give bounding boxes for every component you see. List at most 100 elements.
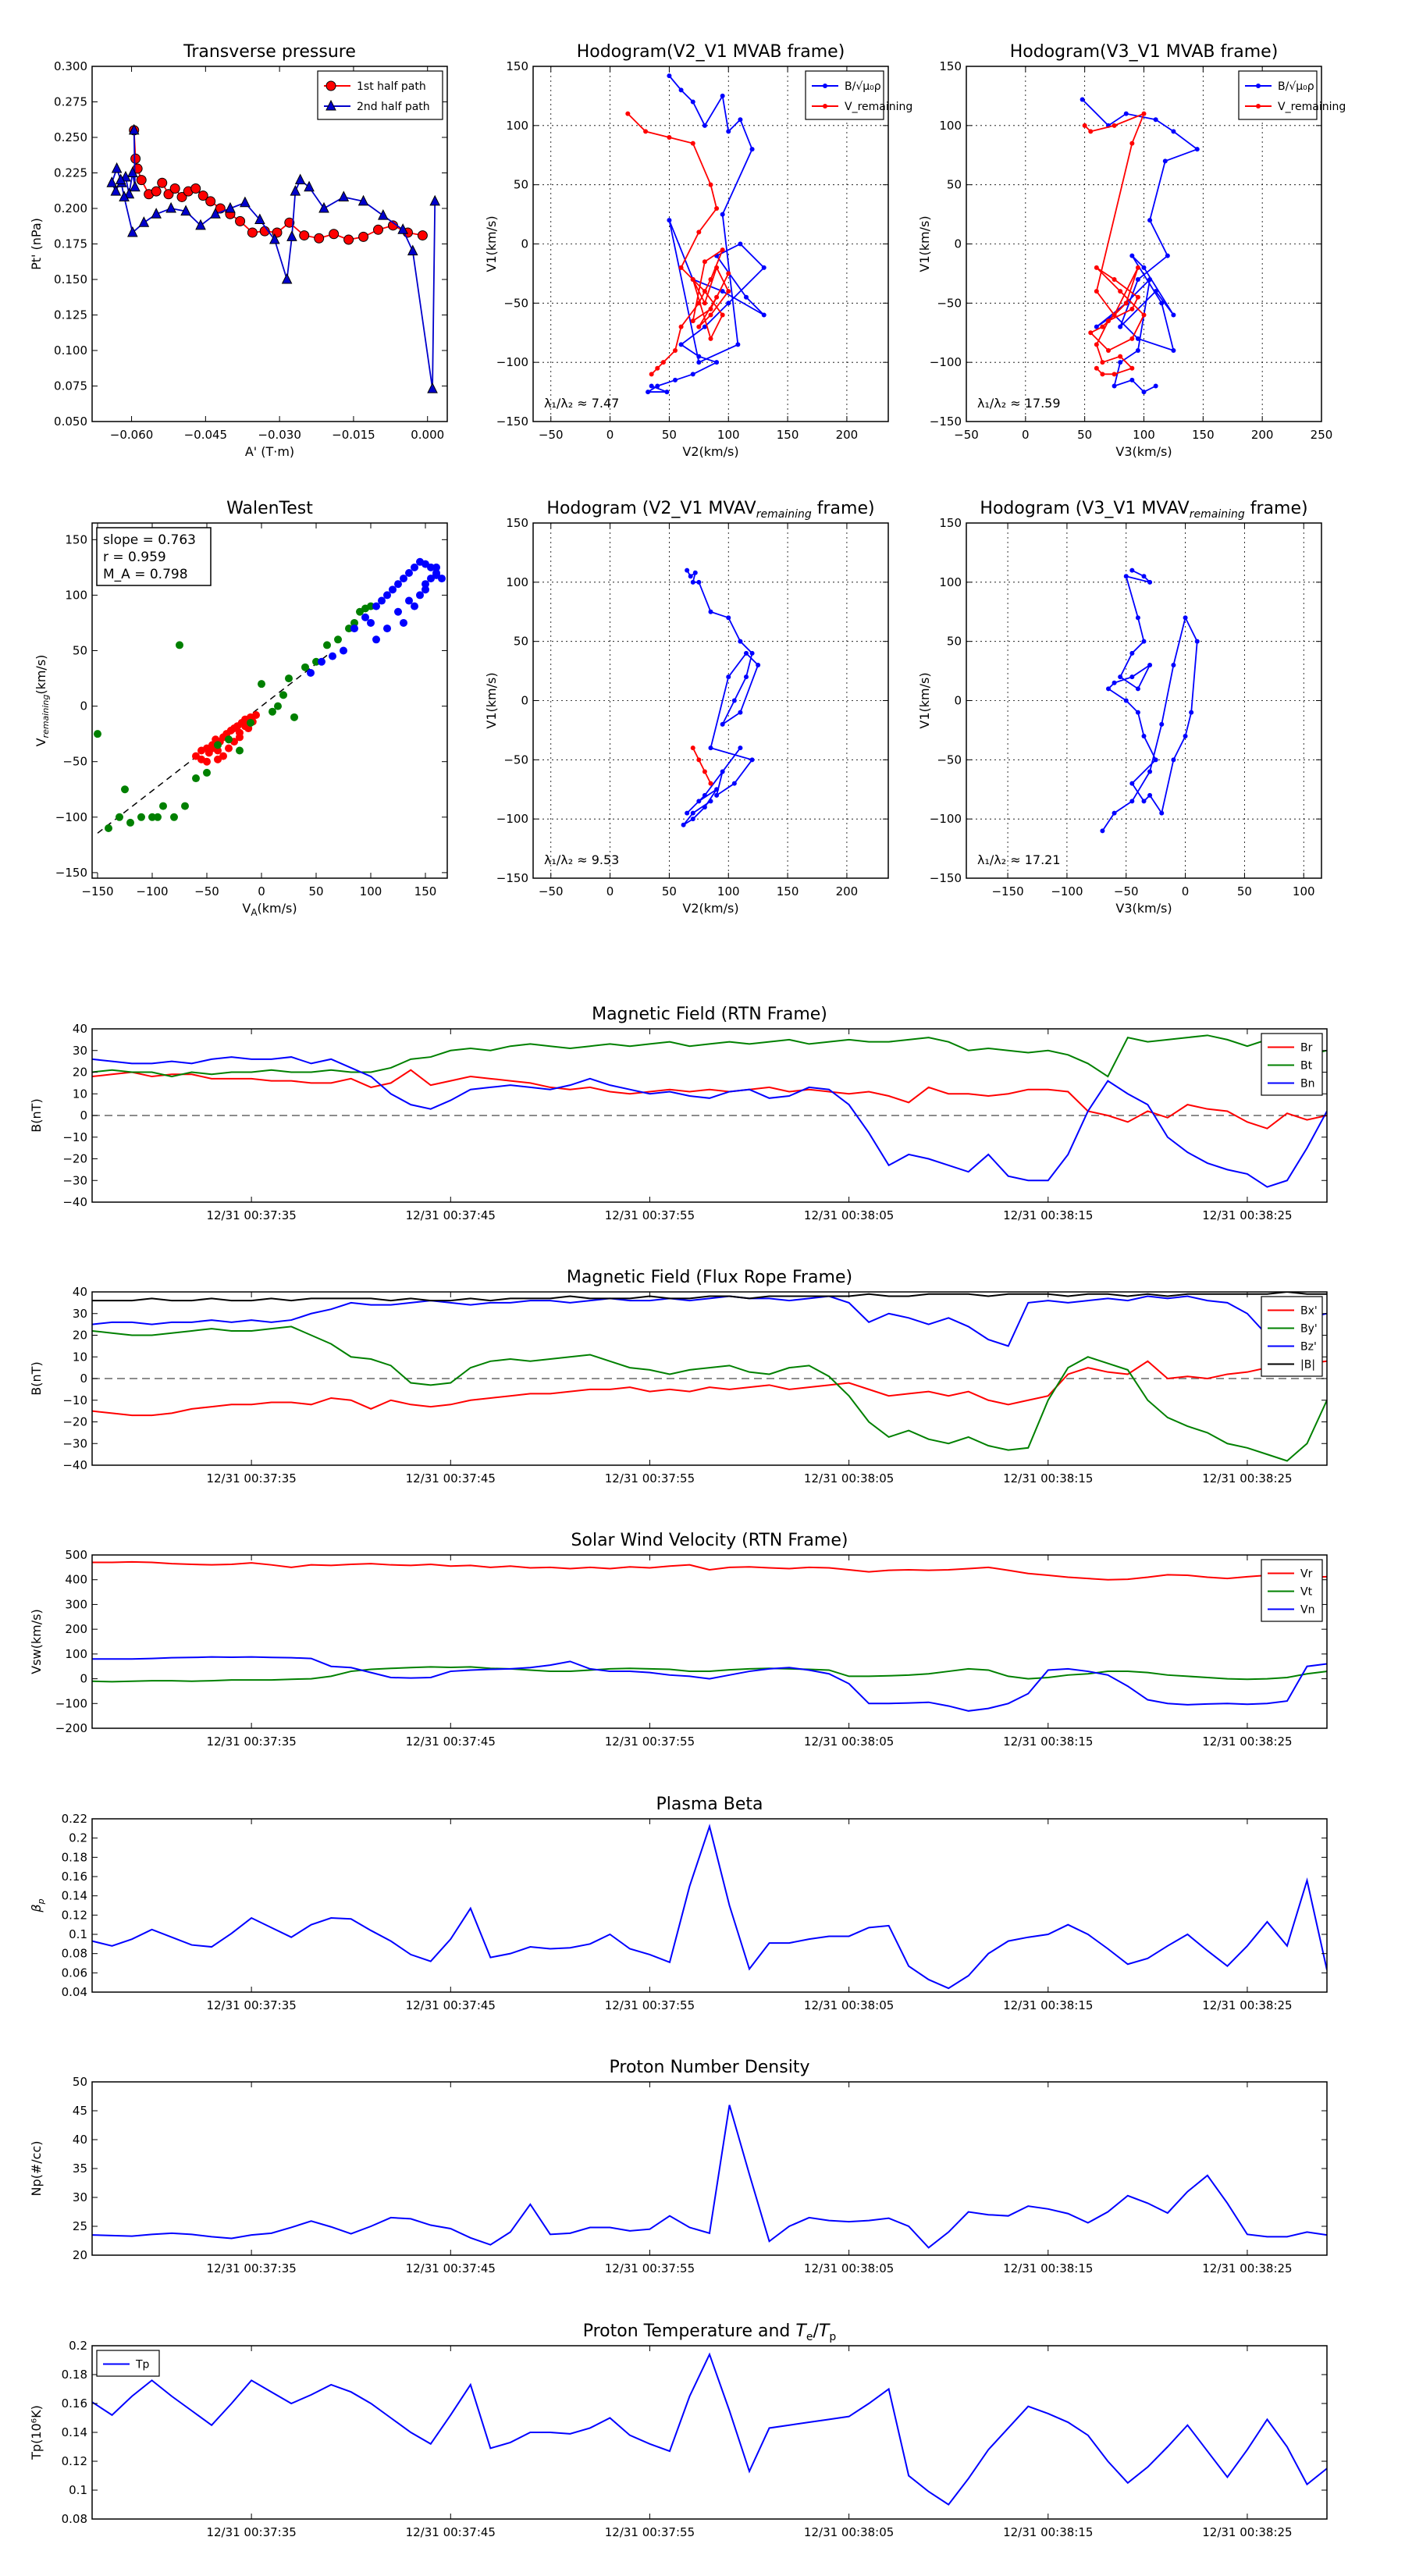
data-point — [1135, 615, 1140, 621]
walen-stats-box: slope = 0.763 r = 0.959 M_A = 0.798 — [96, 527, 212, 586]
x-tick-label: 50 — [662, 884, 677, 898]
y-tick-label: 0.300 — [54, 59, 87, 73]
y-tick-label: −100 — [55, 810, 87, 824]
data-point — [649, 372, 654, 377]
data-point — [1118, 360, 1123, 365]
data-point — [1135, 710, 1140, 715]
series-vr-line — [92, 1560, 1327, 1581]
data-point — [1100, 828, 1105, 834]
title-part: p — [829, 2331, 836, 2343]
data-point — [329, 652, 336, 660]
series-np-line — [92, 2105, 1327, 2249]
x-tick-label: −50 — [954, 428, 979, 442]
chart-title: Proton Number Density — [610, 2058, 810, 2077]
title-part: T — [819, 2322, 831, 2341]
x-tick-label: −0.060 — [110, 428, 154, 442]
data-point — [225, 201, 236, 213]
data-point — [744, 650, 749, 656]
data-point — [219, 752, 227, 760]
legend-label: Bx' — [1300, 1305, 1318, 1318]
plot-frame — [532, 522, 889, 879]
data-point — [1129, 365, 1135, 371]
x-tick-label: 12/31 00:38:05 — [804, 1998, 894, 2012]
data-point — [159, 802, 167, 810]
data-point — [720, 212, 725, 217]
data-point — [1088, 129, 1094, 134]
data-point — [1082, 123, 1087, 128]
data-point — [1147, 277, 1153, 282]
data-point — [361, 613, 369, 621]
data-point — [749, 650, 755, 656]
y-tick-label: 0.1 — [69, 1927, 87, 1941]
data-point — [720, 312, 725, 318]
series-tp-line — [92, 2352, 1327, 2506]
data-point — [367, 618, 375, 627]
y-tick-label: 0 — [80, 1372, 87, 1386]
data-point — [151, 208, 162, 219]
y-tick-label: −100 — [930, 812, 962, 826]
data-point — [708, 799, 713, 804]
data-point — [205, 196, 216, 207]
title-part: T — [795, 2322, 807, 2341]
y-tick-label: 0 — [521, 237, 528, 251]
data-point — [105, 824, 112, 833]
data-point — [702, 259, 707, 265]
data-point — [1129, 141, 1135, 146]
x-tick-label: 12/31 00:38:15 — [1003, 2525, 1093, 2539]
data-point — [422, 580, 429, 589]
data-point — [165, 201, 176, 213]
data-point — [667, 73, 672, 79]
x-tick-label: 12/31 00:37:55 — [605, 2525, 695, 2539]
data-point — [708, 745, 713, 751]
data-point — [411, 602, 418, 610]
y-tick-label: 0.18 — [62, 1850, 87, 1864]
data-point — [726, 271, 731, 276]
stats-frame — [96, 527, 212, 586]
data-point — [690, 99, 695, 105]
data-point — [400, 575, 407, 583]
chart-title: Magnetic Field (Flux Rope Frame) — [567, 1268, 852, 1287]
x-tick-label: 12/31 00:37:35 — [206, 1998, 296, 2012]
series-b-line — [1101, 569, 1198, 831]
data-point — [1183, 615, 1188, 621]
data-point — [1112, 277, 1117, 282]
data-point — [1129, 568, 1135, 573]
series-bz--line — [92, 1295, 1327, 1347]
x-tick-label: 12/31 00:37:35 — [206, 1735, 296, 1749]
chart-title: Plasma Beta — [656, 1795, 763, 1814]
data-point — [307, 668, 315, 677]
data-point — [1159, 810, 1165, 816]
data-point — [323, 641, 331, 649]
data-point — [181, 802, 189, 810]
data-point — [744, 294, 749, 300]
data-point — [427, 563, 435, 571]
x-tick-label: 0.000 — [411, 428, 444, 442]
y-tick-label: 45 — [73, 2104, 87, 2118]
legend-marker — [325, 80, 336, 91]
y-tick-label: 35 — [73, 2161, 87, 2176]
legend-label: B/√μ₀ρ — [845, 80, 881, 93]
data-point — [1112, 680, 1117, 685]
y-axis-label: Np(#/cc) — [29, 2141, 44, 2197]
data-point — [738, 241, 743, 247]
x-tick-label: 12/31 00:37:55 — [605, 1471, 695, 1485]
data-point — [655, 365, 660, 371]
data-point — [1171, 663, 1176, 667]
data-point — [1129, 377, 1135, 382]
data-point — [225, 735, 233, 744]
data-point — [714, 360, 720, 365]
data-point — [350, 618, 358, 627]
x-axis-label: V3(km/s) — [1115, 444, 1172, 459]
x-tick-label: −100 — [136, 884, 168, 898]
series-b-line — [645, 75, 766, 393]
data-point — [284, 217, 295, 228]
data-point — [1118, 354, 1123, 359]
legend: Vr Vt Vn — [1261, 1559, 1323, 1622]
title-part: frame) — [1245, 499, 1308, 518]
data-point — [110, 185, 122, 196]
chart-h4: −150 −100 −50 0 50 100 −150 −100 −50 0 50 100 150 Hod… — [917, 499, 1322, 916]
data-point — [702, 301, 707, 306]
x-tick-label: 12/31 00:38:15 — [1003, 1471, 1093, 1485]
data-point — [1106, 686, 1111, 692]
data-point — [702, 123, 707, 128]
